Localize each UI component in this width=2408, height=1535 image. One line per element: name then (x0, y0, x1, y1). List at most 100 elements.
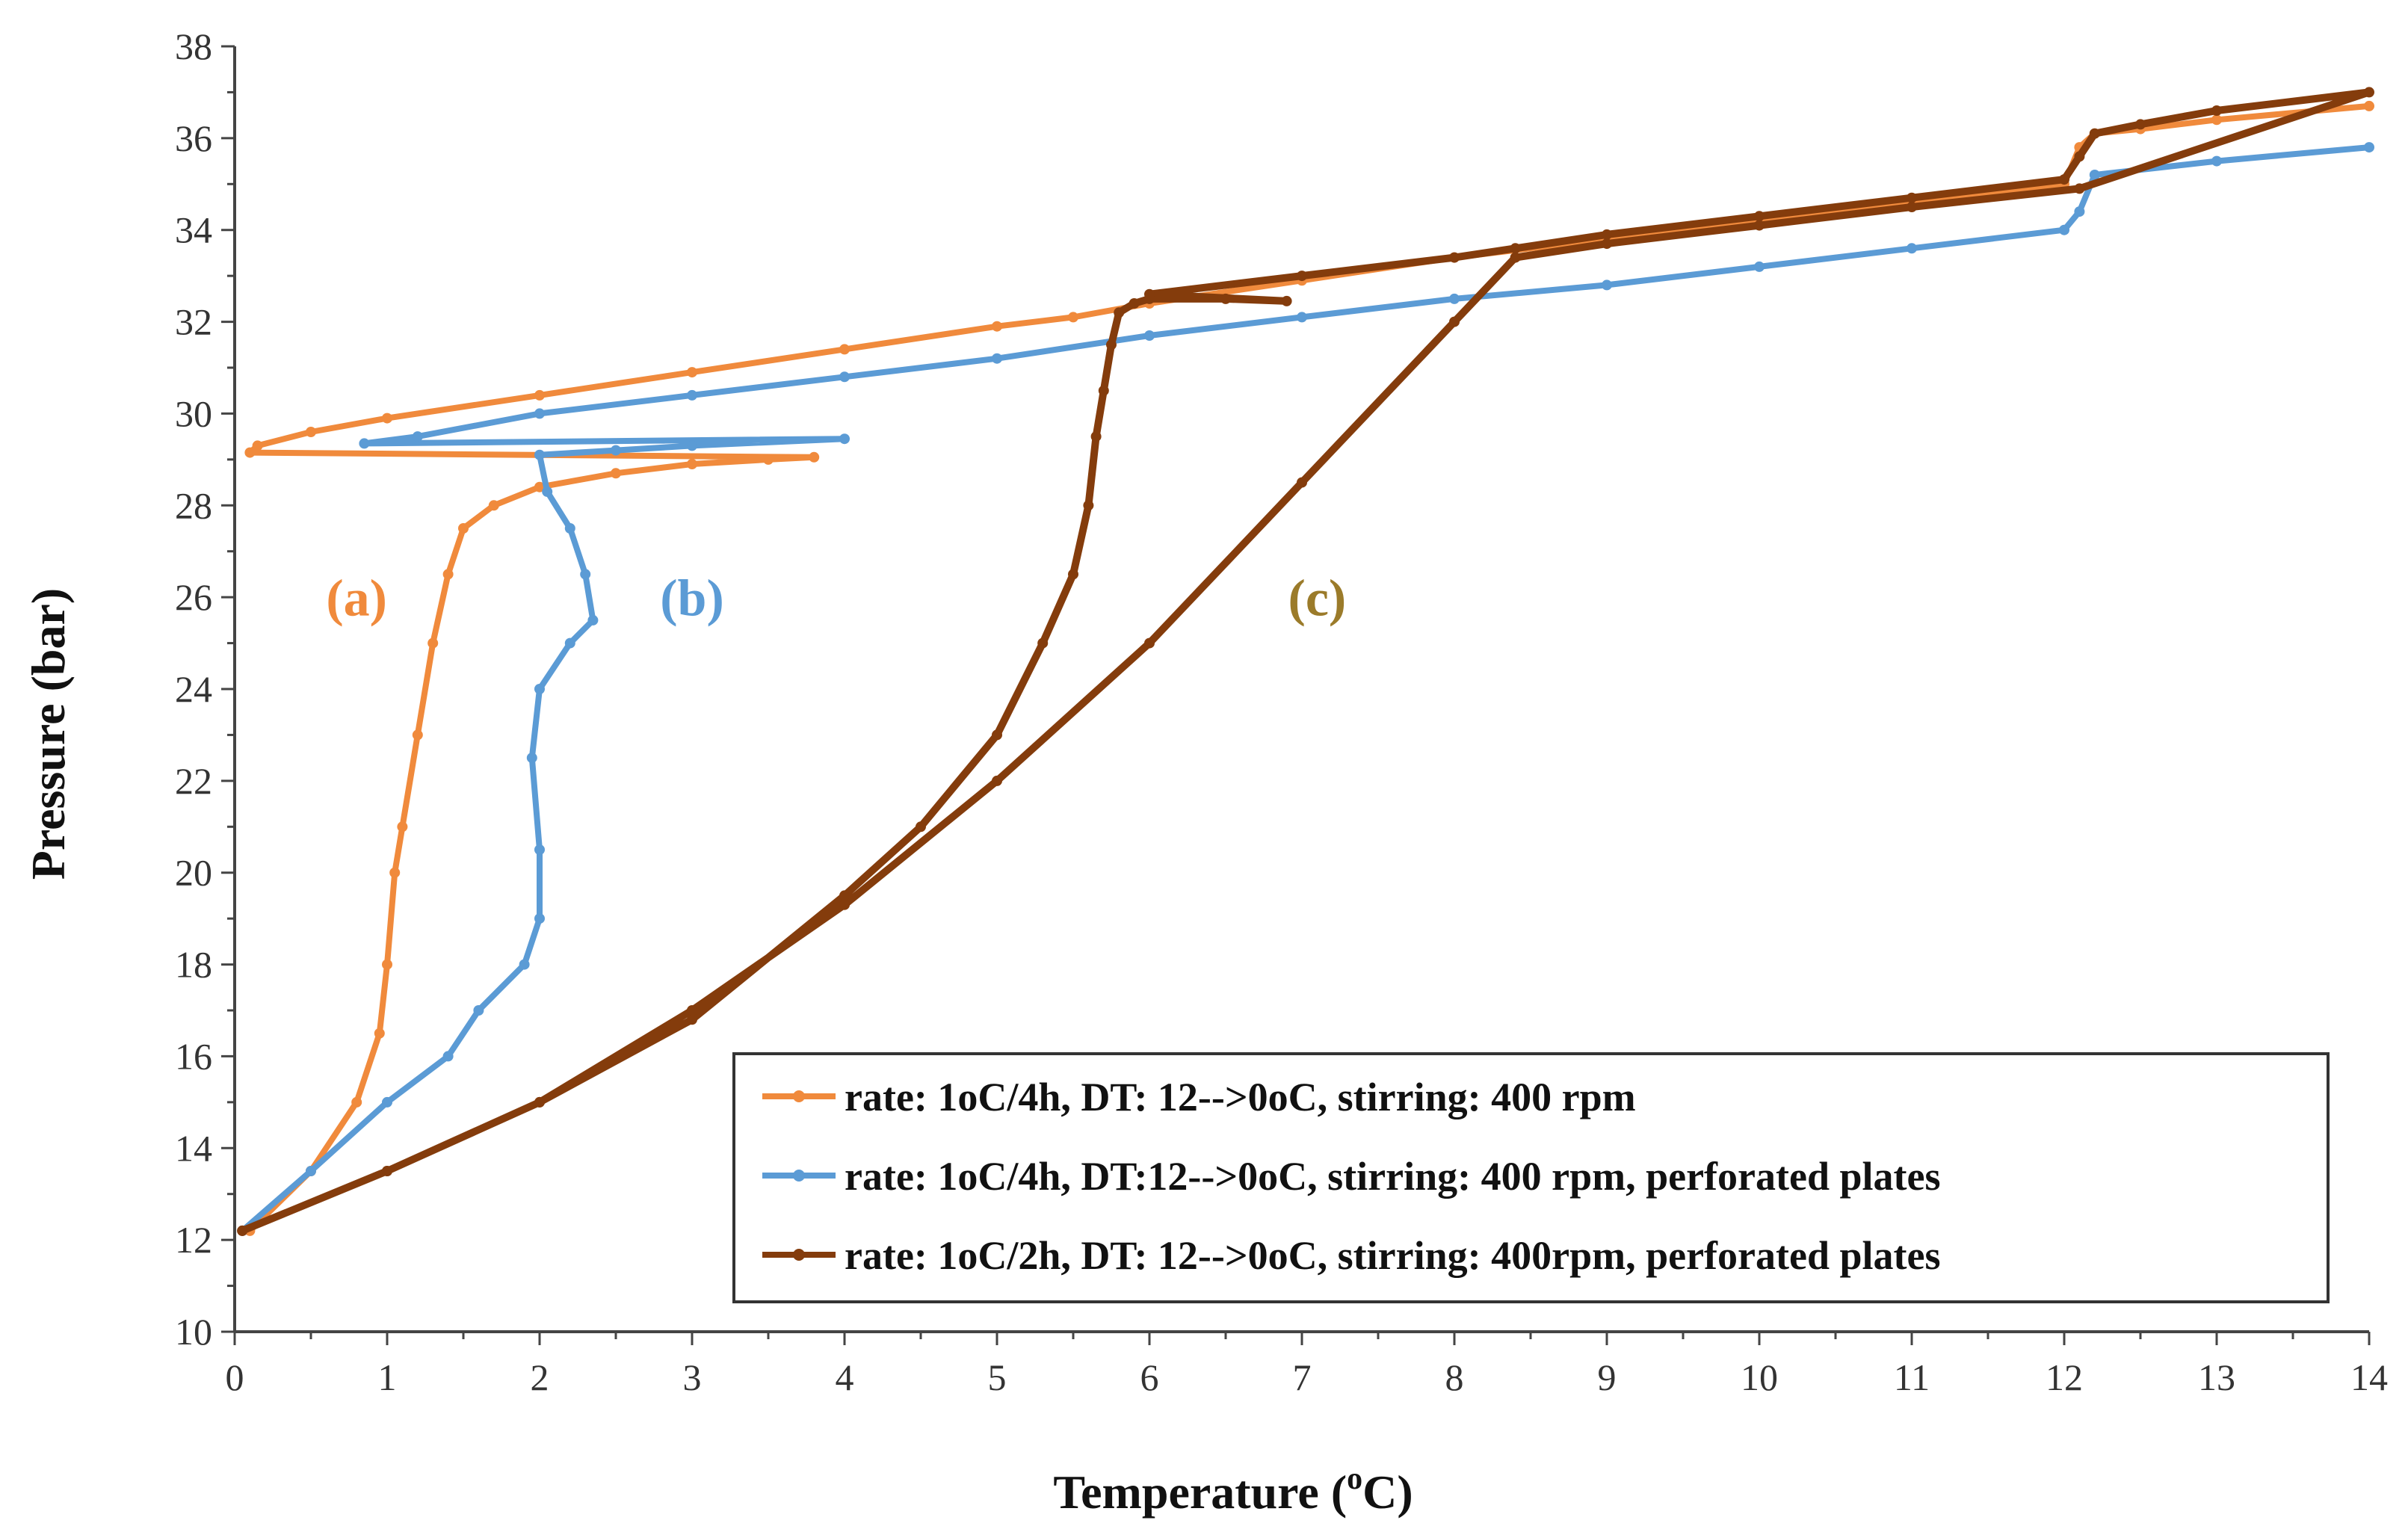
data-point (1907, 243, 1917, 254)
data-point (564, 523, 575, 534)
data-point (389, 867, 401, 878)
data-point (1037, 637, 1049, 649)
x-tick-label: 1 (378, 1356, 397, 1398)
legend: rate: 1oC/4h, DT: 12-->0oC, stirring: 40… (732, 1052, 2330, 1303)
data-point (687, 367, 697, 378)
data-point (1068, 312, 1078, 323)
data-point (687, 459, 697, 469)
plot-area: 0 1 2 3 4 5 6 7 8 9 10 11 12 13 14 1012141618202224262… (175, 25, 2388, 1398)
data-point (1220, 293, 1231, 304)
data-point (2089, 170, 2100, 180)
y-tick-label: 28 (175, 484, 212, 526)
x-tick-label: 14 (2350, 1356, 2388, 1398)
x-axis-title: Temperature (oC) (1053, 1462, 1413, 1519)
data-point (519, 959, 530, 970)
data-point (611, 468, 621, 479)
x-tick-label: 6 (1140, 1356, 1159, 1398)
data-point (687, 1014, 697, 1025)
data-point (1754, 220, 1765, 231)
data-point (2364, 142, 2374, 153)
data-point (2364, 100, 2374, 111)
y-tick-label: 20 (175, 852, 212, 894)
data-point (992, 321, 1002, 332)
data-point (1281, 295, 1292, 306)
data-point (2135, 119, 2146, 130)
y-tick-label: 24 (175, 668, 212, 710)
y-tick-label: 12 (175, 1219, 212, 1261)
legend-entry-3: rate: 1oC/2h, DT: 12-->0oC, stirring: 40… (762, 1233, 1941, 1278)
data-point (1144, 330, 1155, 341)
legend-box (732, 1052, 2330, 1303)
annotation-label: (b) (660, 570, 724, 628)
data-point (839, 890, 850, 901)
data-point (252, 440, 263, 451)
data-point (1297, 477, 1307, 488)
data-point (1297, 271, 1307, 282)
data-point (2059, 174, 2069, 185)
data-point (2211, 105, 2222, 116)
y-tick-label: 26 (175, 576, 212, 618)
y-tick-label: 10 (175, 1311, 212, 1353)
data-point (534, 844, 545, 855)
data-point (237, 1225, 248, 1236)
x-tick-label: 5 (988, 1356, 1007, 1398)
y-tick-label: 14 (175, 1127, 212, 1169)
data-point (2074, 151, 2085, 162)
data-point (1449, 252, 1460, 263)
data-point (564, 637, 575, 649)
y-axis-title: Pressure (bar) (22, 588, 75, 880)
data-point (397, 821, 408, 833)
y-tick-label: 18 (175, 944, 212, 986)
data-point (1106, 339, 1117, 350)
y-ticks: 10 12 14 16 18 20 22 24 26 28 30 32 34 36 38 (175, 25, 235, 1353)
data-point (2211, 114, 2222, 126)
y-tick-label: 32 (175, 301, 212, 343)
data-point (1144, 637, 1155, 649)
data-point (1510, 243, 1521, 254)
data-point (534, 408, 545, 419)
data-point (473, 1005, 484, 1016)
data-point (534, 1096, 545, 1108)
data-point (382, 413, 392, 424)
data-point (2059, 224, 2069, 235)
data-point (839, 371, 850, 383)
data-point (306, 427, 316, 437)
data-point (1602, 238, 1612, 250)
legend-entry-2: rate: 1oC/4h, DT:12-->0oC, stirring: 400… (762, 1154, 1941, 1199)
x-ticks: 0 1 2 3 4 5 6 7 8 9 10 11 12 13 14 (226, 1332, 2388, 1398)
y-tick-label: 22 (175, 760, 212, 802)
data-point (992, 775, 1002, 786)
data-point (382, 1166, 392, 1176)
data-point (382, 1096, 392, 1108)
data-point (412, 729, 423, 741)
data-point (2211, 155, 2222, 167)
series-line-1 (247, 102, 2372, 1234)
data-point (1083, 500, 1094, 511)
data-point (687, 1005, 697, 1016)
y-tick-label: 38 (175, 25, 212, 67)
data-point (382, 959, 392, 970)
x-tick-label: 7 (1293, 1356, 1312, 1398)
x-tick-label: 11 (1894, 1356, 1930, 1398)
data-point (534, 449, 545, 460)
data-point (587, 614, 599, 626)
data-point (351, 1096, 362, 1108)
data-point (809, 451, 820, 463)
data-point (534, 481, 545, 492)
data-point (1090, 431, 1102, 442)
data-point (1114, 307, 1125, 318)
data-point (412, 431, 423, 442)
data-point (992, 729, 1002, 741)
legend-label-1: rate: 1oC/4h, DT: 12-->0oC, stirring: 40… (845, 1075, 1636, 1119)
data-point (458, 523, 469, 534)
legend-marker-1 (793, 1090, 805, 1102)
data-point (542, 486, 553, 497)
x-tick-label: 8 (1445, 1356, 1464, 1398)
legend-label-3: rate: 1oC/2h, DT: 12-->0oC, stirring: 40… (845, 1233, 1941, 1278)
data-point (306, 1166, 316, 1176)
data-point (1449, 293, 1460, 304)
data-point (442, 1051, 454, 1062)
y-tick-label: 36 (175, 117, 212, 159)
data-point (2074, 206, 2085, 217)
data-point (687, 440, 697, 451)
